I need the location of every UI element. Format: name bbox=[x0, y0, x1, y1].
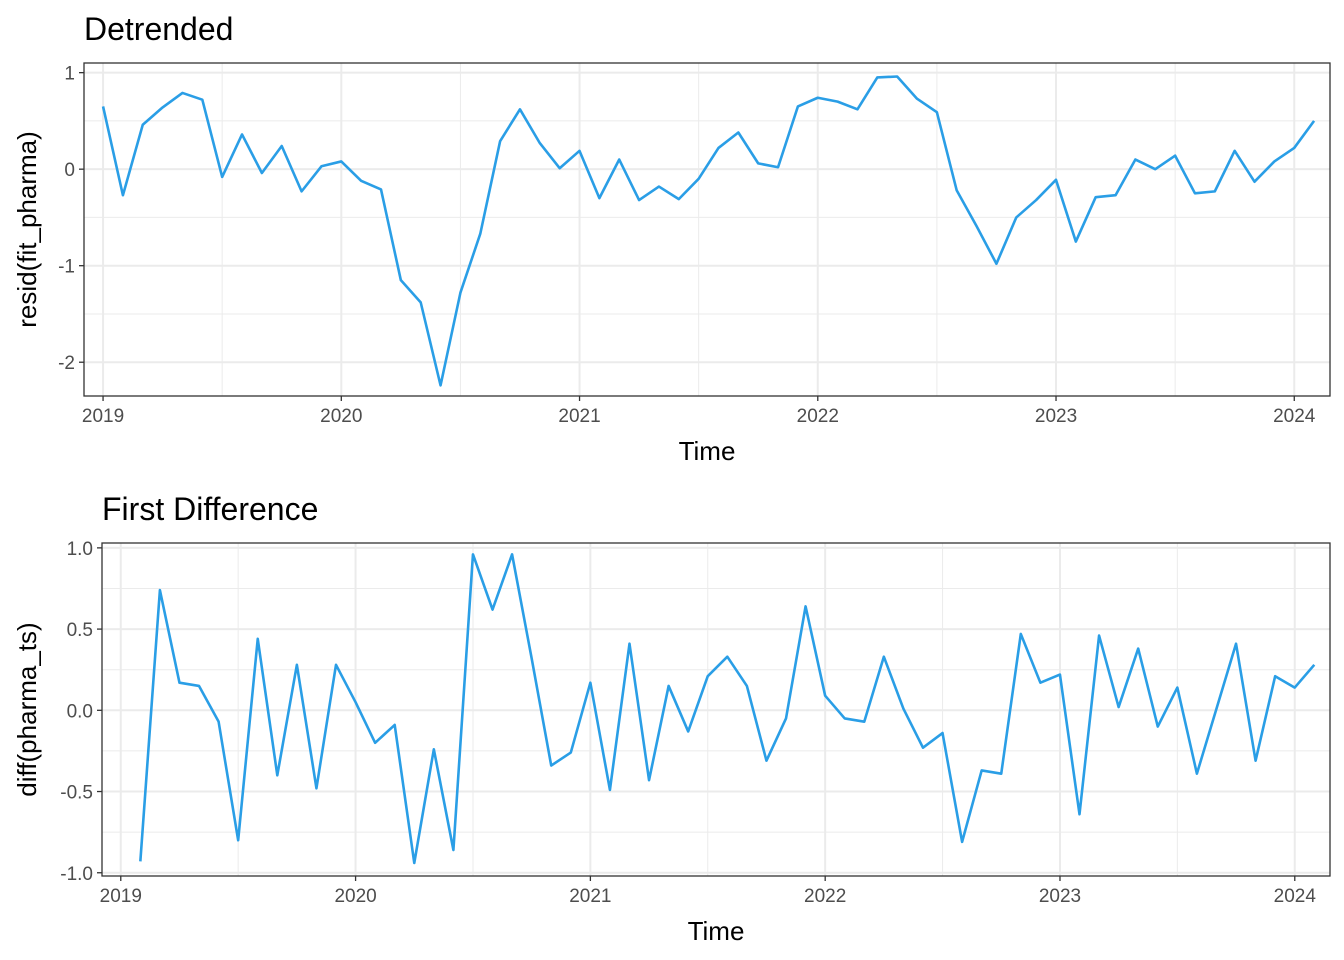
panel-border bbox=[101, 542, 1331, 877]
y-tick-label: 0 bbox=[64, 160, 75, 181]
y-tick-label: 1 bbox=[64, 64, 75, 85]
y-axis-title: resid(fit_pharma) bbox=[12, 131, 42, 328]
x-axis-title: Time bbox=[688, 916, 745, 946]
x-tick-label: 2024 bbox=[1274, 886, 1317, 907]
y-tick-label: 1.0 bbox=[67, 539, 93, 560]
x-tick-label: 2023 bbox=[1035, 406, 1077, 427]
series-line bbox=[139, 553, 1316, 865]
y-tick-label: -2 bbox=[58, 353, 75, 374]
y-tick-label: -0.5 bbox=[60, 783, 93, 804]
x-tick-label: 2019 bbox=[100, 886, 142, 907]
x-tick-label: 2022 bbox=[804, 886, 846, 907]
x-tick-label: 2021 bbox=[558, 406, 600, 427]
chart-title: First Difference bbox=[102, 491, 318, 527]
chart-title: Detrended bbox=[84, 11, 233, 47]
x-tick-label: 2024 bbox=[1273, 406, 1316, 427]
y-tick-label: -1 bbox=[58, 257, 75, 278]
y-tick-label: 0.0 bbox=[67, 701, 93, 722]
x-tick-label: 2020 bbox=[320, 406, 362, 427]
x-tick-label: 2023 bbox=[1039, 886, 1081, 907]
x-tick-label: 2022 bbox=[797, 406, 839, 427]
panel-border bbox=[83, 62, 1331, 397]
x-tick-label: 2020 bbox=[334, 886, 376, 907]
y-axis-title: diff(pharma_ts) bbox=[12, 622, 42, 796]
chart-panel-2: First Difference 2019 2020 2021 2022 2023 2024… bbox=[12, 491, 1331, 946]
series-line bbox=[101, 75, 1316, 387]
y-tick-label: 0.5 bbox=[67, 620, 93, 641]
x-tick-label: 2019 bbox=[82, 406, 124, 427]
x-axis-title: Time bbox=[679, 436, 736, 466]
x-tick-label: 2021 bbox=[569, 886, 611, 907]
chart-panel-1: Detrended 2019 2020 2021 2022 2023 2024 -2 -1 0 1 T… bbox=[12, 11, 1331, 466]
y-tick-label: -1.0 bbox=[60, 864, 93, 885]
